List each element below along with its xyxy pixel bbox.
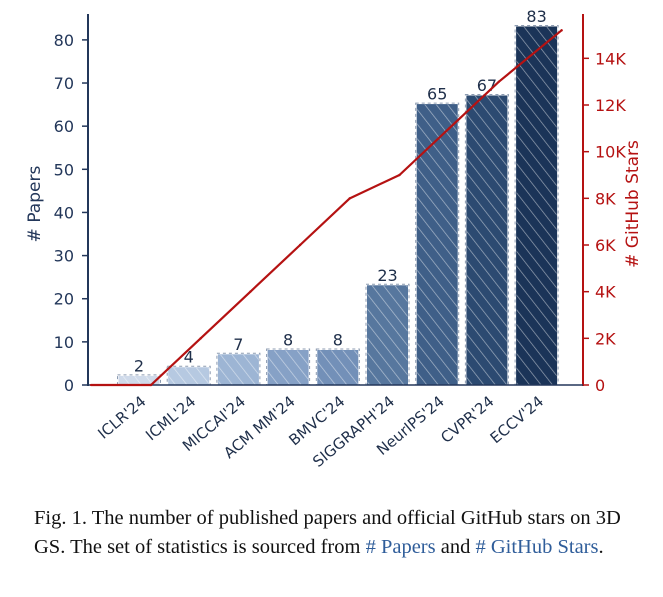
bar-series: 2 4 7 8 8 23 65 67 83	[117, 7, 559, 386]
bar-value-label: 7	[233, 335, 243, 354]
bar-sketch-outline	[315, 348, 360, 386]
github-stars-link[interactable]: # GitHub Stars	[475, 536, 599, 558]
left-tick-label: 0	[64, 376, 74, 395]
stars-line-point	[298, 243, 302, 247]
figure-caption: Fig. 1. The number of published papers a…	[34, 504, 649, 562]
left-tick-label: 70	[54, 74, 74, 93]
bar-value-label: 65	[427, 85, 447, 104]
right-tick-label: 12K	[595, 96, 626, 115]
bar-value-label: 8	[283, 330, 293, 349]
left-axis-ticks: 0 10 20 30 40 50 60 70 80	[54, 31, 88, 395]
category-label: ICLR'24	[94, 392, 149, 442]
caption-prefix: Fig. 1.	[34, 507, 87, 529]
stars-line-point	[249, 290, 252, 293]
caption-text: The number of published papers and offic…	[34, 507, 621, 558]
caption-joiner: and	[440, 536, 471, 558]
left-tick-label: 20	[54, 290, 74, 309]
right-tick-label: 14K	[595, 49, 626, 68]
bar-hatching	[317, 350, 358, 385]
bar-sketch-outline	[266, 348, 311, 386]
stars-line-point	[497, 80, 501, 83]
left-tick-label: 50	[54, 160, 74, 179]
bar-value-label: 83	[526, 7, 546, 26]
right-tick-label: 10K	[595, 143, 626, 162]
bar-value-label: 67	[477, 76, 497, 95]
bar-hatching	[119, 376, 159, 385]
bar-sketch-outline	[166, 365, 211, 386]
stars-line-point	[560, 29, 563, 32]
stars-line-point	[448, 127, 451, 130]
left-tick-label: 30	[54, 247, 74, 266]
bar-value-label: 23	[377, 266, 397, 285]
bar-value-label: 4	[184, 348, 194, 367]
bar-hatching	[466, 95, 507, 385]
bar-hatching	[268, 350, 309, 385]
right-tick-label: 0	[595, 376, 605, 395]
stars-line-point	[398, 173, 401, 177]
right-axis-ticks: 0 2K 4K 6K 8K 10K 12K 14K	[583, 49, 626, 395]
stars-line-point	[348, 197, 351, 200]
left-tick-label: 10	[54, 333, 74, 352]
left-tick-label: 60	[54, 117, 74, 136]
left-tick-label: 40	[54, 203, 74, 222]
bar-value-label: 2	[134, 356, 144, 375]
right-tick-label: 6K	[595, 236, 616, 255]
right-tick-label: 2K	[595, 329, 616, 348]
stars-line-series	[89, 29, 563, 387]
chart: # Papers # GitHub Stars 0102030405060708…	[25, 7, 643, 471]
right-axis-title: # GitHub Stars	[623, 140, 643, 268]
right-tick-label: 8K	[595, 189, 616, 208]
bar-sketch-outline	[514, 24, 559, 386]
category-label: ECCV'24	[487, 392, 548, 447]
papers-link[interactable]: # Papers	[365, 536, 436, 558]
caption-suffix: .	[598, 536, 604, 558]
stars-line-point	[149, 383, 153, 387]
bar-hatching	[168, 367, 209, 385]
bar-value-label: 8	[333, 330, 343, 349]
right-tick-label: 4K	[595, 283, 616, 302]
bar-hatching	[367, 285, 408, 385]
left-tick-label: 80	[54, 31, 74, 50]
category-label: CVPR'24	[437, 392, 497, 447]
bar-hatching	[516, 26, 557, 385]
bar-hatching	[417, 104, 458, 386]
left-axis-title: # Papers	[25, 166, 45, 243]
stars-line-point	[199, 337, 202, 340]
bar-hatching	[218, 354, 259, 385]
